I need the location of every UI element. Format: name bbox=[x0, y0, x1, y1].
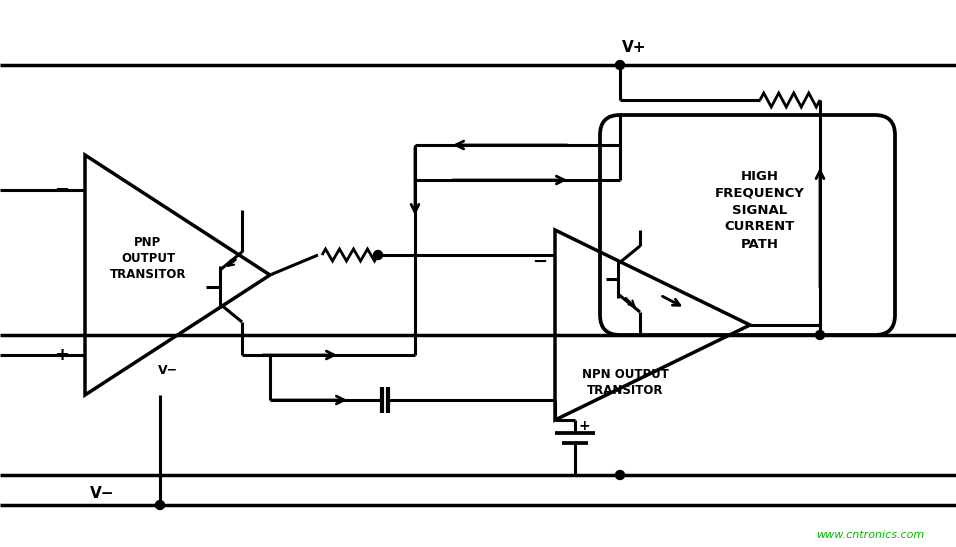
Text: V+: V+ bbox=[621, 39, 646, 55]
Text: www.cntronics.com: www.cntronics.com bbox=[815, 530, 924, 540]
Circle shape bbox=[616, 61, 624, 69]
Text: V−: V− bbox=[158, 364, 178, 376]
Text: HIGH
FREQUENCY
SIGNAL
CURRENT
PATH: HIGH FREQUENCY SIGNAL CURRENT PATH bbox=[715, 170, 805, 251]
Circle shape bbox=[156, 501, 164, 509]
Text: NPN OUTPUT
TRANSITOR: NPN OUTPUT TRANSITOR bbox=[581, 368, 668, 397]
Text: +: + bbox=[54, 346, 70, 364]
Circle shape bbox=[374, 251, 382, 259]
Text: −: − bbox=[54, 181, 70, 199]
Text: +: + bbox=[578, 419, 590, 433]
Circle shape bbox=[616, 470, 624, 480]
Text: V−: V− bbox=[90, 486, 115, 502]
Text: PNP
OUTPUT
TRANSITOR: PNP OUTPUT TRANSITOR bbox=[110, 236, 186, 281]
Text: −: − bbox=[532, 253, 548, 271]
Circle shape bbox=[815, 330, 824, 340]
